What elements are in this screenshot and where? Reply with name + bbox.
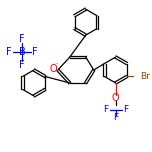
Text: F: F	[19, 60, 25, 70]
Text: Br: Br	[140, 72, 150, 81]
Text: F: F	[123, 105, 128, 114]
Text: F: F	[19, 34, 25, 44]
Text: O: O	[49, 64, 57, 74]
Text: F: F	[113, 113, 118, 122]
Text: B: B	[19, 47, 25, 57]
Text: ⁻: ⁻	[55, 62, 59, 68]
Text: F: F	[32, 47, 38, 57]
Text: F: F	[6, 47, 12, 57]
Text: O: O	[112, 93, 119, 103]
Text: F: F	[103, 105, 108, 114]
